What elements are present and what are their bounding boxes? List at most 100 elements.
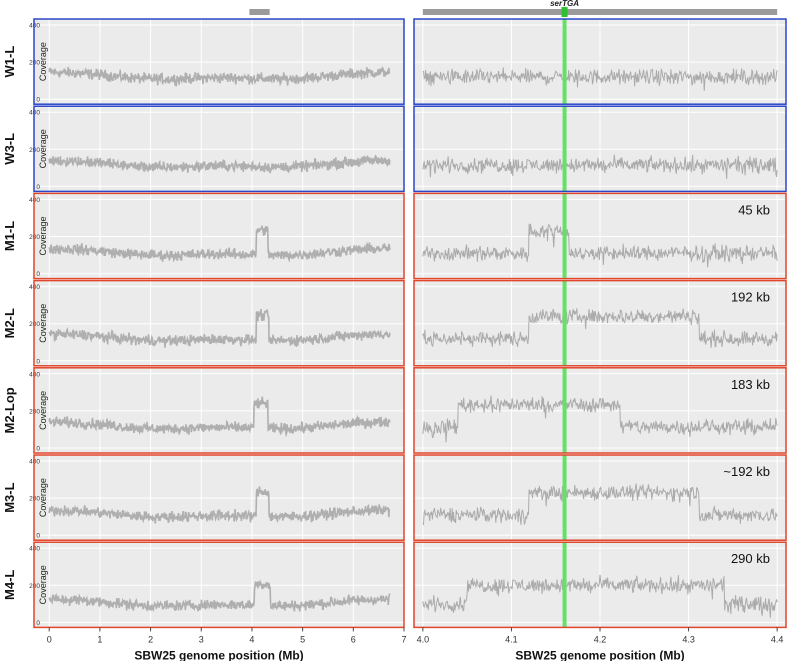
sertga-highlight-line [562, 455, 567, 541]
y-tick-label: 200 [29, 408, 40, 415]
y-axis-label: Coverage [38, 478, 48, 517]
genome-panel-border [33, 105, 405, 193]
y-tick-label: 400 [29, 546, 40, 553]
duplication-size-label: 183 kb [731, 377, 770, 392]
zoom-x-tick-label: 4.1 [505, 634, 518, 644]
zoom-x-tick-label: 4.0 [417, 634, 430, 644]
sample-label: M2-L [2, 308, 17, 338]
y-tick-label: 400 [29, 371, 40, 378]
y-tick-label: 200 [29, 321, 40, 328]
genome-panel-border [33, 367, 405, 454]
sertga-highlight-line [562, 367, 567, 453]
genome-x-tick-label: 7 [401, 634, 406, 644]
y-tick-label: 200 [29, 583, 40, 590]
zoom-panel-border [413, 192, 787, 280]
row-m2-l: M2-L 0 200 400 Coverage 192 kb [2, 279, 787, 367]
zoom-panel-border [413, 279, 787, 367]
genome-coverage-trace [48, 225, 391, 263]
genome-x-tick-label: 2 [148, 634, 153, 644]
y-tick-label: 0 [36, 184, 40, 191]
genome-coverage-trace [48, 396, 391, 438]
genome-coverage-trace [48, 154, 391, 174]
row-w3-l: W3-L 0 200 400 Coverage [2, 105, 787, 193]
y-tick-label: 0 [36, 358, 40, 365]
genome-x-tick-label: 3 [199, 634, 204, 644]
genome-panel-border [33, 18, 405, 105]
sample-label: W3-L [2, 133, 17, 165]
zoom-panel-border [413, 454, 787, 541]
sertga-highlight-line [562, 280, 567, 366]
genome-coverage-trace [48, 486, 391, 524]
sertga-label: serTGA [550, 0, 579, 8]
sertga-highlight-line [562, 193, 567, 279]
y-axis-label: Coverage [38, 391, 48, 430]
zoom-panel-border [413, 367, 787, 454]
zoom-coverage-trace [422, 395, 778, 443]
genome-x-tick-label: 1 [97, 634, 102, 644]
y-tick-label: 200 [29, 147, 40, 154]
genome-x-tick-label: 0 [47, 634, 52, 644]
y-tick-label: 400 [29, 23, 40, 30]
duplication-size-label: 290 kb [731, 551, 770, 566]
zoom-panel-border [413, 18, 787, 105]
sertga-highlight-line [562, 542, 567, 628]
zoom-region-bar [422, 9, 778, 15]
zoom-x-axis-label: SBW25 genome position (Mb) [515, 648, 684, 661]
y-axis-label: Coverage [38, 42, 48, 81]
zoom-coverage-trace [422, 308, 778, 349]
genome-coverage-trace [48, 579, 391, 612]
y-tick-label: 0 [36, 620, 40, 627]
y-tick-label: 200 [29, 234, 40, 241]
row-m3-l: M3-L 0 200 400 Coverage ~192 kb [2, 454, 787, 541]
y-tick-label: 400 [29, 459, 40, 466]
sample-label: M4-L [2, 570, 17, 600]
genome-x-tick-label: 5 [300, 634, 305, 644]
sertga-highlight-line [562, 106, 567, 192]
zoom-coverage-trace [422, 67, 778, 92]
genome-panel-border [33, 279, 405, 367]
row-m4-l: M4-L 0 200 400 Coverage 290 kb [2, 541, 787, 629]
zoom-coverage-trace [422, 574, 778, 618]
y-tick-label: 0 [36, 533, 40, 540]
y-axis-label: Coverage [38, 216, 48, 255]
y-tick-label: 0 [36, 271, 40, 278]
y-tick-label: 200 [29, 496, 40, 503]
sample-label: M1-L [2, 221, 17, 251]
zoom-x-tick-label: 4.3 [682, 634, 695, 644]
row-m1-l: M1-L 0 200 400 Coverage 45 kb [2, 192, 787, 280]
y-axis-label: Coverage [38, 565, 48, 604]
y-tick-label: 0 [36, 446, 40, 453]
sample-label: W1-L [2, 46, 17, 78]
genome-panel [34, 106, 404, 192]
zoom-coverage-trace [422, 154, 778, 180]
duplication-size-label: 45 kb [738, 202, 770, 217]
y-tick-label: 200 [29, 60, 40, 67]
genome-coverage-trace [48, 309, 391, 348]
y-axis-label: Coverage [38, 304, 48, 343]
y-axis-label: Coverage [38, 129, 48, 168]
genome-panel-border [33, 541, 405, 629]
zoom-x-tick-label: 4.4 [771, 634, 784, 644]
genome-region-marker [249, 9, 270, 15]
genome-panel [34, 193, 404, 279]
row-m2-lop: M2-Lop 0 200 400 Coverage 183 kb [2, 367, 787, 454]
genome-x-tick-label: 4 [249, 634, 254, 644]
genome-panel-border [33, 454, 405, 541]
sertga-marker [561, 7, 568, 17]
zoom-coverage-trace [422, 483, 778, 526]
duplication-size-label: ~192 kb [723, 464, 770, 479]
zoom-x-tick-label: 4.2 [594, 634, 607, 644]
y-tick-label: 0 [36, 97, 40, 104]
y-tick-label: 400 [29, 110, 40, 117]
zoom-panel-border [413, 105, 787, 193]
genome-x-tick-label: 6 [351, 634, 356, 644]
zoom-coverage-trace [422, 223, 778, 268]
sample-label: M3-L [2, 482, 17, 512]
x-axes: 0 1 2 3 4 5 6 7 4.0 4.1 4.2 4.3 4.4 SBW25 genome posi… [47, 627, 784, 661]
row-w1-l: W1-L 0 200 400 Coverage [2, 18, 787, 105]
duplication-size-label: 192 kb [731, 290, 770, 305]
y-tick-label: 400 [29, 197, 40, 204]
genome-coverage-trace [48, 65, 391, 87]
genome-x-axis-label: SBW25 genome position (Mb) [134, 648, 303, 661]
